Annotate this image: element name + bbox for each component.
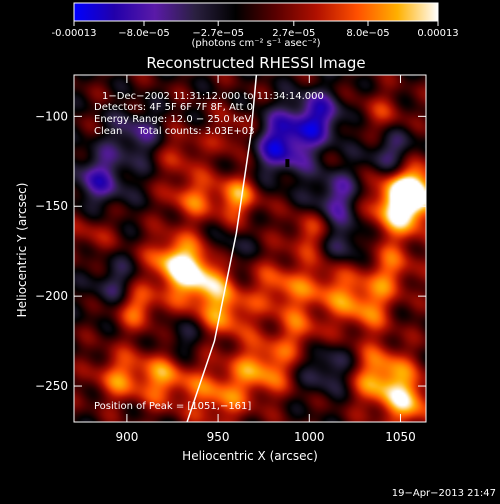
y-axis-label: Heliocentric Y (arcsec) [15,183,29,318]
x-tick-label: 1000 [294,430,325,444]
colorbar-units-label: (photons cm⁻² s⁻¹ asec⁻²) [191,38,320,49]
colorbar-tick-label: −8.0e−05 [118,28,170,39]
colorbar-ticks: -0.00013 −8.0e−05 −2.7e−05 2.7e−05 8.0e−05 0.… [52,21,459,39]
annotation-time-range: 1−Dec−2002 11:31:12.000 to 11:34:14.000 [102,91,324,102]
plot-frame [73,74,427,423]
annotation-detectors: Detectors: 4F 5F 6F 7F 8F, Att 0 [94,102,253,113]
annotation-block: 1−Dec−2002 11:31:12.000 to 11:34:14.000 … [94,91,324,137]
colorbar-tick-label: 0.00013 [417,28,458,39]
colorbar-tick-label: 8.0e−05 [346,28,389,39]
annotation-clean-counts: Clean Total counts: 3.03E+03 [94,126,254,137]
solar-limb-line [186,74,258,423]
footer-date: 19−Apr−2013 21:47 [392,488,496,499]
x-tick-label: 950 [207,430,230,444]
x-tick-label: 900 [115,430,138,444]
chart-title: Reconstructed RHESSI Image [146,54,365,72]
axis-ticks: 900 950 1000 1050 −100 −150 −200 −250 [35,75,426,444]
colorbar [74,3,438,21]
colorbar-tick-label: −2.7e−05 [192,28,244,39]
y-tick-label: −150 [35,199,68,213]
y-tick-label: −200 [35,289,68,303]
dark-marker [285,159,290,168]
heatmap-image-holder [74,75,426,422]
peak-position-label: Position of Peak = [1051,−161] [94,401,251,412]
x-axis-label: Heliocentric X (arcsec) [182,449,318,463]
y-tick-label: −100 [35,109,68,123]
x-tick-label: 1050 [385,430,416,444]
annotation-energy-range: Energy Range: 12.0 − 25.0 keV [94,114,251,125]
heatmap-image [74,75,426,422]
y-tick-label: −250 [35,379,68,393]
colorbar-tick-label: -0.00013 [52,28,97,39]
colorbar-frame [73,2,439,22]
colorbar-tick-label: 2.7e−05 [272,28,315,39]
